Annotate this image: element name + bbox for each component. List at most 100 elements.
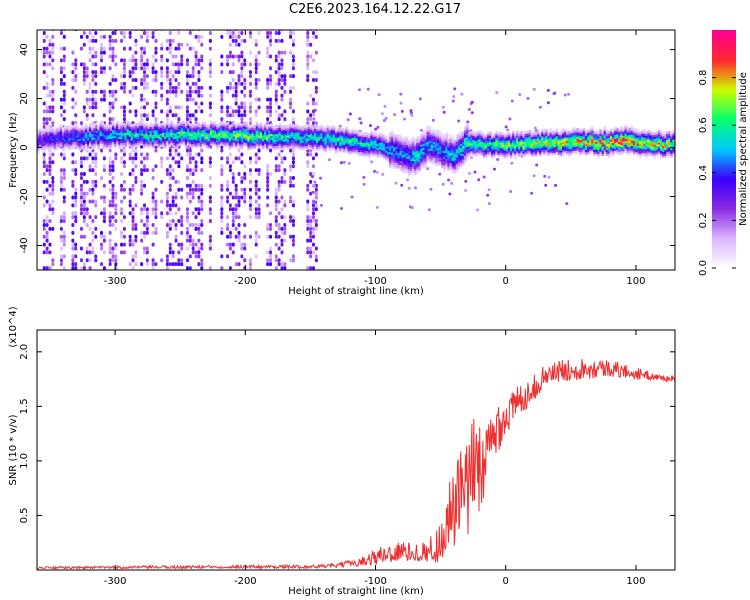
heatmap-band-cell	[476, 144, 480, 148]
heatmap-noise-cell	[111, 222, 115, 227]
heatmap-band-cell	[278, 129, 282, 132]
heatmap-band-cell	[68, 133, 71, 137]
heatmap-band-cell	[426, 156, 430, 160]
heatmap-band-cell	[232, 127, 236, 131]
heatmap-noise-cell	[240, 160, 244, 165]
heatmap-noise-cell	[51, 89, 55, 94]
heatmap-band-cell	[103, 124, 107, 128]
heatmap-noise-cell	[237, 172, 241, 177]
heatmap-band-cell	[449, 165, 453, 169]
heatmap-noise-cell	[120, 172, 124, 177]
heatmap-noise-cell	[85, 207, 89, 212]
heatmap-band-cell	[170, 128, 173, 132]
heatmap-noise-cell	[100, 175, 104, 180]
heatmap-noise-cell	[59, 113, 63, 118]
heatmap-band-cell	[511, 130, 515, 134]
heatmap-noise-cell	[306, 62, 310, 67]
heatmap-noise-cell	[535, 163, 539, 167]
heatmap-band-cell	[343, 128, 346, 132]
heatmap-band-cell	[405, 150, 409, 153]
heatmap-band-cell	[211, 143, 215, 146]
heatmap-band-cell	[136, 124, 140, 128]
heatmap-band-cell	[289, 137, 292, 141]
heatmap-band-cell	[451, 160, 455, 164]
heatmap-noise-cell	[274, 156, 278, 161]
heatmap-band-cell	[295, 145, 298, 149]
heatmap-band-cell	[466, 132, 469, 136]
heatmap-noise-cell	[277, 234, 281, 239]
heatmap-noise-cell	[191, 81, 195, 86]
heatmap-band-cell	[278, 131, 282, 134]
heatmap-noise-cell	[185, 81, 189, 86]
heatmap-noise-cell	[71, 254, 75, 259]
heatmap-noise-cell	[88, 105, 92, 110]
heatmap-noise-cell	[94, 152, 98, 157]
heatmap-noise-cell	[240, 50, 244, 55]
heatmap-band-cell	[416, 142, 419, 145]
heatmap-band-cell	[426, 145, 430, 148]
heatmap-noise-cell	[94, 54, 98, 59]
heatmap-band-cell	[230, 141, 234, 145]
heatmap-band-cell	[59, 132, 63, 135]
heatmap-band-cell	[361, 143, 365, 147]
heatmap-noise-cell	[91, 230, 95, 235]
heatmap-band-cell	[151, 143, 155, 147]
heatmap-band-cell	[311, 142, 315, 146]
heatmap-band-cell	[280, 133, 284, 137]
heatmap-band-cell	[164, 127, 167, 131]
heatmap-noise-cell	[174, 85, 178, 90]
heatmap-band-cell	[447, 148, 451, 152]
heatmap-band-cell	[72, 135, 76, 139]
heatmap-band-cell	[411, 162, 415, 166]
heatmap-band-cell	[207, 126, 211, 130]
heatmap-band-cell	[224, 144, 228, 148]
heatmap-band-cell	[343, 142, 346, 146]
heatmap-band-cell	[314, 124, 317, 128]
heatmap-noise-cell	[180, 62, 184, 67]
heatmap-band-cell	[403, 162, 407, 165]
heatmap-band-cell	[45, 127, 48, 131]
heatmap-band-cell	[116, 120, 119, 124]
heatmap-noise-cell	[194, 168, 198, 173]
heatmap-band-cell	[211, 139, 215, 142]
heatmap-noise-cell	[544, 183, 548, 187]
heatmap-noise-cell	[134, 234, 138, 239]
heatmap-band-cell	[182, 140, 186, 144]
heatmap-band-cell	[105, 132, 109, 136]
heatmap-noise-cell	[85, 34, 89, 39]
heatmap-band-cell	[145, 129, 148, 132]
heatmap-band-cell	[66, 127, 69, 130]
heatmap-noise-cell	[306, 117, 310, 122]
heatmap-band-cell	[393, 138, 396, 142]
heatmap-noise-cell	[191, 172, 195, 177]
heatmap-noise-cell	[100, 46, 104, 51]
heatmap-band-cell	[295, 129, 298, 133]
heatmap-band-cell	[120, 126, 123, 130]
heatmap-noise-cell	[74, 191, 78, 196]
heatmap-band-cell	[164, 143, 167, 147]
heatmap-noise-cell	[240, 246, 244, 251]
heatmap-noise-cell	[177, 117, 181, 122]
heatmap-band-cell	[239, 128, 242, 132]
heatmap-band-cell	[184, 136, 188, 140]
heatmap-band-cell	[147, 130, 151, 133]
heatmap-band-cell	[122, 136, 126, 140]
heatmap-noise-cell	[100, 97, 104, 102]
heatmap-band-cell	[274, 135, 278, 139]
heatmap-band-cell	[486, 135, 490, 139]
heatmap-noise-cell	[280, 230, 284, 235]
heatmap-band-cell	[116, 126, 119, 130]
heatmap-noise-cell	[122, 187, 126, 192]
heatmap-band-cell	[420, 155, 423, 159]
heatmap-band-cell	[432, 141, 436, 145]
heatmap-noise-cell	[168, 203, 172, 208]
heatmap-band-cell	[441, 145, 444, 149]
heatmap-band-cell	[270, 137, 273, 140]
heatmap-noise-cell	[452, 94, 456, 98]
heatmap-band-cell	[57, 125, 61, 129]
heatmap-band-cell	[511, 134, 515, 138]
heatmap-band-cell	[370, 140, 373, 144]
heatmap-noise-cell	[62, 97, 66, 102]
heatmap-band-cell	[130, 139, 134, 143]
heatmap-noise-cell	[257, 207, 261, 212]
